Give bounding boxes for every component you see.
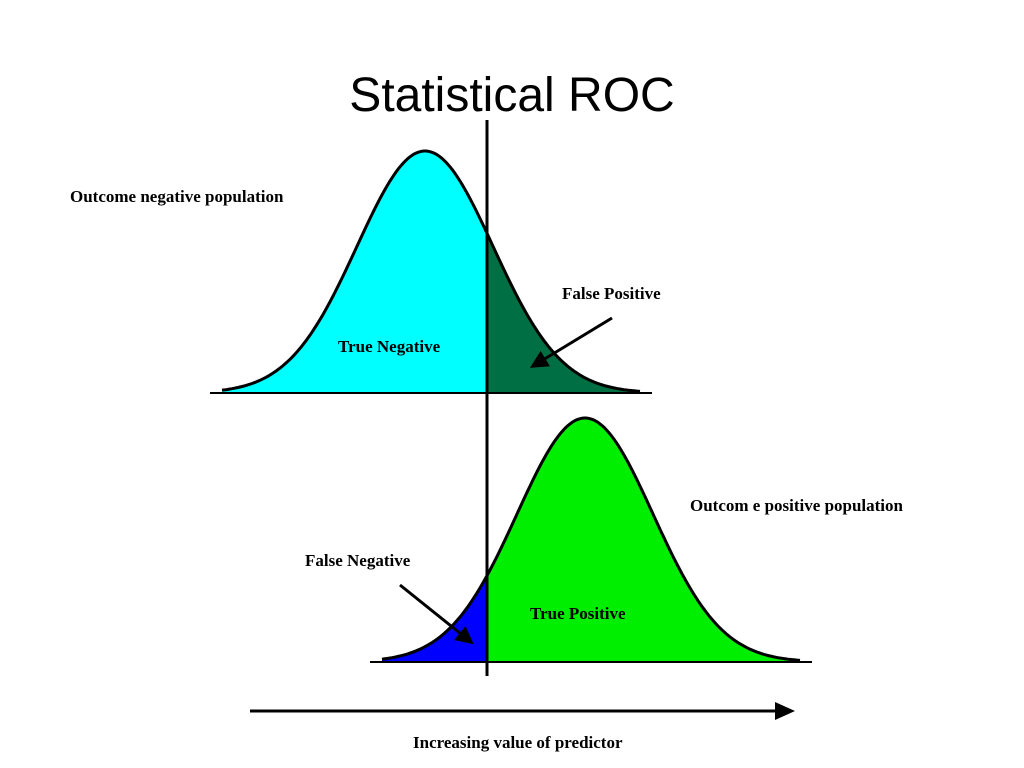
negative-distribution: [210, 149, 652, 394]
positive-distribution: [370, 416, 812, 663]
predictor-axis-label: Increasing value of predictor: [413, 733, 623, 752]
true-positive-label: True Positive: [530, 604, 626, 623]
predictor-axis: [250, 702, 795, 720]
predictor-axis-arrowhead: [775, 702, 795, 720]
positive-population-label: Outcom e positive population: [690, 496, 904, 515]
false-positive-label: False Positive: [562, 284, 661, 303]
true-negative-label: True Negative: [338, 337, 441, 356]
negative-curve-outline: [221, 149, 641, 393]
false-negative-arrow: [399, 583, 474, 645]
true-positive-region: [487, 418, 800, 662]
slide-title: Statistical ROC: [349, 69, 675, 122]
true-negative-region: [222, 151, 487, 393]
false-positive-arrow: [529, 316, 613, 368]
false-positive-region: [487, 233, 640, 393]
false-negative-label: False Negative: [305, 551, 411, 570]
negative-population-label: Outcome negative population: [70, 187, 284, 206]
